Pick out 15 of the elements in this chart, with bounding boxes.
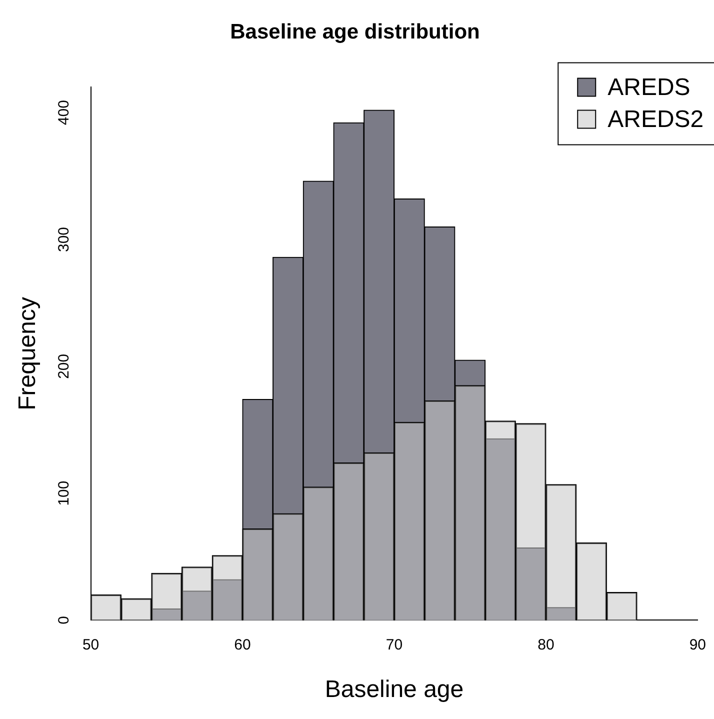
legend-label: AREDS [608,74,690,101]
x-tick-label: 60 [234,636,251,654]
x-tick-label: 80 [538,636,554,654]
x-tick-label: 70 [386,636,403,654]
y-axis-title: Frequency [14,297,42,410]
x-tick-label: 90 [689,636,706,654]
y-tick-label: 300 [55,226,72,252]
x-tick-label: 50 [82,636,100,654]
y-tick-label: 200 [55,354,72,379]
y-tick-label: 400 [55,100,72,126]
legend-label: AREDS2 [608,106,704,133]
x-axis-title: Baseline age [324,676,464,704]
y-tick-label: 100 [55,480,72,506]
chart-title: Baseline age distribution [230,20,480,44]
y-tick-label: 0 [55,616,72,624]
